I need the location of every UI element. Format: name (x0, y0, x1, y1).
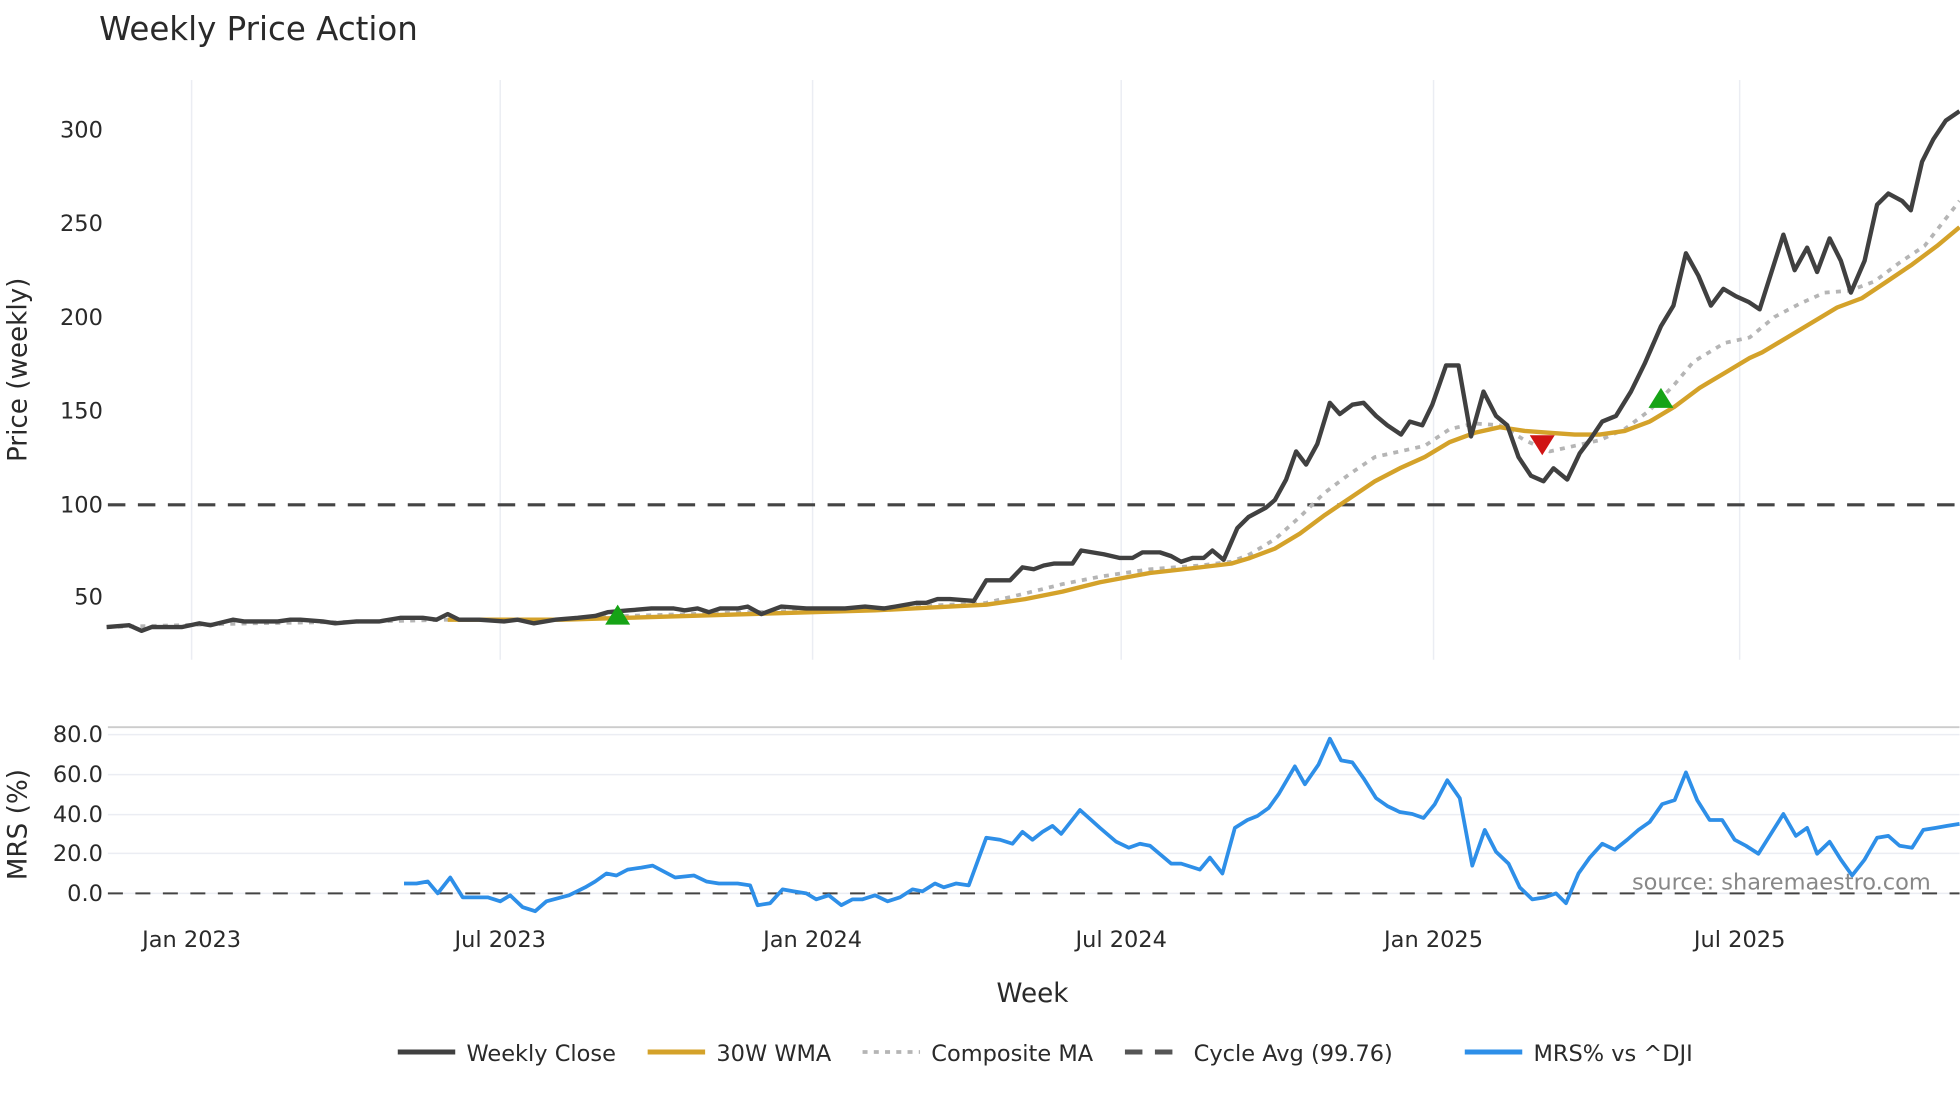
x-tick-label: Jan 2024 (761, 927, 862, 953)
buy-signal-triangle-up-icon (1648, 387, 1674, 408)
source-watermark: source: sharemaestro.com (1632, 870, 1931, 896)
mrs-y-tick-label: 40.0 (53, 802, 103, 828)
30w-wma-line (447, 225, 1960, 622)
mrs-y-tick-label: 60.0 (53, 762, 103, 788)
mrs-line (404, 736, 1960, 914)
mrs-panel: 80.0 60.0 40.0 20.0 0.0 MRS (%) source: shar… (4, 722, 1960, 914)
legend-item-label[interactable]: Weekly Close (466, 1041, 615, 1067)
weekly-close-line (106, 109, 1960, 634)
legend-item-label[interactable]: 30W WMA (716, 1041, 832, 1067)
x-tick-label: Jul 2025 (1692, 927, 1785, 953)
x-tick-label: Jul 2023 (452, 927, 545, 953)
legend-item-label[interactable]: Composite MA (931, 1041, 1093, 1067)
legend-item-label[interactable]: MRS% vs ^DJI (1533, 1041, 1692, 1067)
mrs-y-tick-label: 20.0 (53, 841, 103, 867)
mrs-y-tick-label: 80.0 (53, 722, 103, 748)
sell-signal-triangle-down-icon (1529, 435, 1555, 456)
buy-signal-triangle-up-icon (605, 604, 631, 625)
mrs-y-tick-label: 0.0 (67, 881, 103, 907)
price-series (106, 109, 1960, 634)
price-panel: 300 250 200 150 100 50 Price (weekly) (4, 79, 1960, 660)
mrs-horizontal-gridlines: 80.0 60.0 40.0 20.0 0.0 (53, 722, 1960, 907)
legend: Weekly Close 30W WMA Composite MA Cycle Avg… (397, 1041, 1693, 1067)
price-vertical-gridlines (190, 79, 1741, 660)
price-y-axis-title: Price (weekly) (4, 278, 34, 462)
composite-ma-line (106, 199, 1960, 629)
chart-title: Weekly Price Action (99, 10, 418, 48)
price-y-tick-label: 50 (74, 585, 103, 611)
mrs-y-axis-title: MRS (%) (4, 769, 34, 880)
price-y-axis-ticks: 300 250 200 150 100 50 (60, 117, 103, 610)
x-tick-label: Jul 2024 (1073, 927, 1166, 953)
price-y-tick-label: 150 (60, 399, 103, 425)
price-y-tick-label: 100 (60, 492, 103, 518)
legend-item-label[interactable]: Cycle Avg (99.76) (1194, 1041, 1393, 1067)
signal-markers (605, 387, 1674, 625)
x-tick-label: Jan 2025 (1382, 927, 1483, 953)
price-y-tick-label: 300 (60, 117, 103, 143)
x-tick-label: Jan 2023 (140, 927, 241, 953)
price-y-tick-label: 250 (60, 211, 103, 237)
mrs-series (404, 736, 1960, 914)
price-y-tick-label: 200 (60, 305, 103, 331)
x-axis-title: Week (997, 979, 1070, 1009)
x-axis-ticks: Jan 2023 Jul 2023 Jan 2024 Jul 2024 Jan 2025… (140, 927, 1785, 953)
